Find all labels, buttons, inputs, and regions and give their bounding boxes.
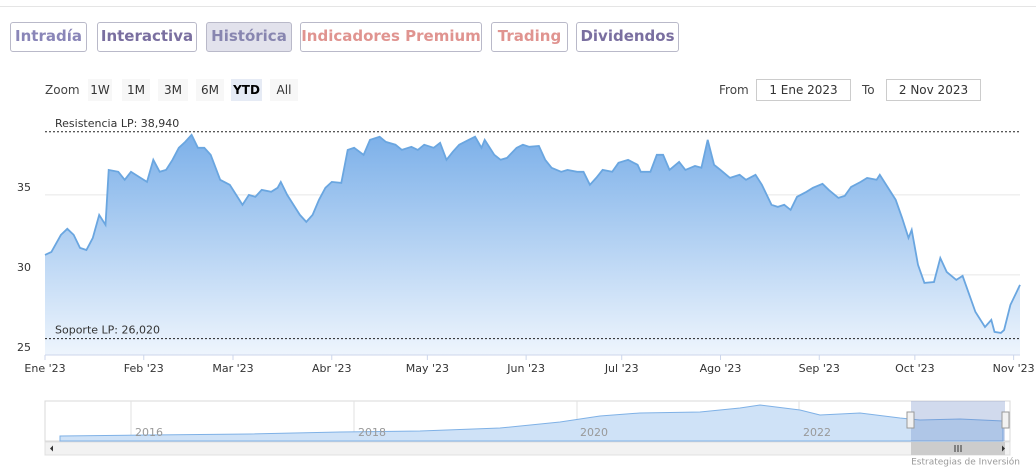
- navigator-handle[interactable]: [1001, 411, 1010, 429]
- zoom-button[interactable]: 3M: [158, 79, 188, 101]
- x-tick-label: Ene '23: [24, 362, 65, 375]
- level-label: Soporte LP: 26,020: [55, 324, 160, 337]
- x-tick-label: Mar '23: [212, 362, 253, 375]
- scrollbar-track[interactable]: [44, 441, 1011, 456]
- zoom-button[interactable]: 1M: [122, 79, 150, 101]
- x-tick-label: Oct '23: [895, 362, 935, 375]
- navigator: [44, 400, 1011, 456]
- navigator-selection[interactable]: [911, 401, 1005, 441]
- zoom-button[interactable]: 1W: [88, 79, 112, 101]
- tab[interactable]: Trading: [491, 22, 568, 52]
- zoom-button[interactable]: All: [270, 79, 298, 101]
- x-tick-label: Sep '23: [799, 362, 840, 375]
- y-tick-label: 35: [17, 181, 31, 194]
- to-label: To: [862, 83, 875, 97]
- top-rule: [0, 6, 1036, 7]
- tab[interactable]: Interactiva: [97, 22, 197, 52]
- x-tick-label: Ago '23: [700, 362, 742, 375]
- navigator-label: 2022: [803, 426, 831, 439]
- from-input[interactable]: 1 Ene 2023: [756, 79, 851, 101]
- zoom-label: Zoom: [45, 83, 80, 97]
- tab[interactable]: Dividendos: [576, 22, 679, 52]
- navigator-label: 2018: [358, 426, 386, 439]
- to-input[interactable]: 2 Nov 2023: [886, 79, 981, 101]
- x-tick-label: Jun '23: [506, 362, 545, 375]
- zoom-button[interactable]: YTD: [231, 79, 262, 101]
- plot: 25 30 35 Ene '23 Feb '23 Mar '23 Abr '23 May '2…: [17, 117, 1035, 375]
- price-line: [44, 133, 1021, 334]
- level-label: Resistencia LP: 38,940: [55, 117, 179, 130]
- x-tick-label: Jul '23: [604, 362, 639, 375]
- navigator-handle[interactable]: [906, 411, 915, 429]
- y-tick-label: 30: [17, 261, 31, 274]
- x-tick-label: May '23: [406, 362, 449, 375]
- navigator-series: [59, 404, 1004, 442]
- x-tick-label: Abr '23: [312, 362, 352, 375]
- y-tick-label: 25: [17, 341, 31, 354]
- from-label: From: [719, 83, 749, 97]
- scrollbar-grip: [954, 445, 962, 452]
- tab[interactable]: Intradía: [10, 22, 87, 52]
- navigator-label: 2016: [135, 426, 163, 439]
- tab[interactable]: Histórica: [206, 22, 292, 52]
- x-tick-label: Nov '23: [993, 362, 1035, 375]
- zoom-button[interactable]: 6M: [196, 79, 224, 101]
- x-tick-label: Feb '23: [124, 362, 164, 375]
- credit: Estrategias de Inversión: [911, 457, 1020, 468]
- tab[interactable]: Indicadores Premium: [300, 22, 482, 52]
- navigator-label: 2020: [580, 426, 608, 439]
- area-fill: [45, 134, 1020, 355]
